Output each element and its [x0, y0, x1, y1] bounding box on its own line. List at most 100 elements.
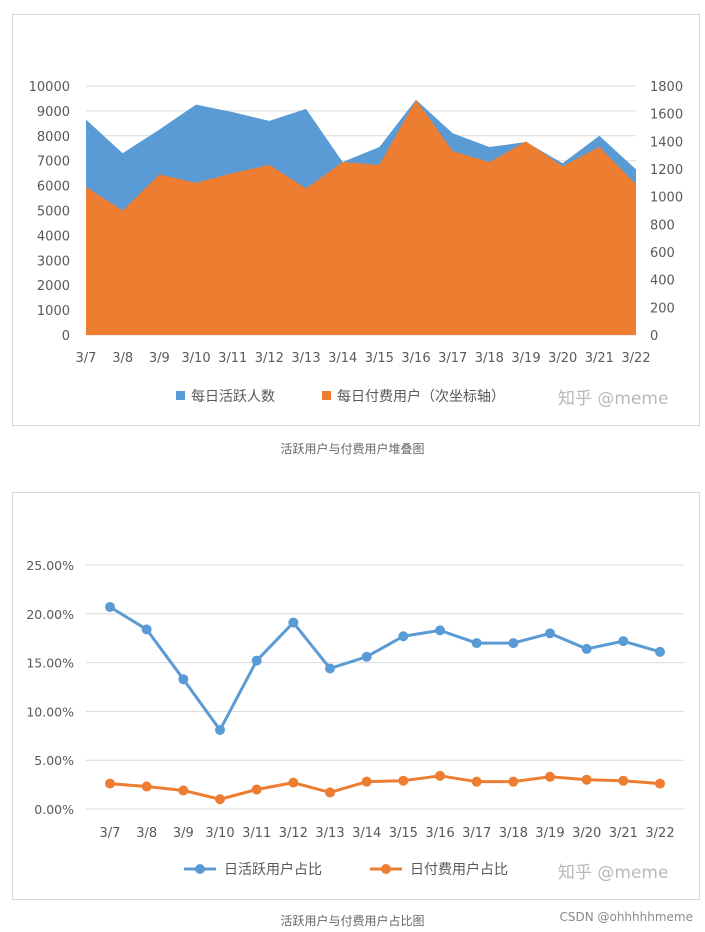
- y2-tick-label: 1200: [650, 163, 683, 178]
- y-tick-label: 5000: [37, 205, 70, 220]
- x-tick-label: 3/17: [462, 826, 491, 841]
- data-point: [508, 638, 519, 649]
- x-tick-label: 3/11: [218, 351, 247, 366]
- stacked-area-chart: 0100020003000400050006000700080009000100…: [29, 80, 683, 409]
- x-tick-label: 3/12: [279, 826, 308, 841]
- x-tick-label: 3/15: [365, 351, 394, 366]
- caption-stacked-chart: 活跃用户与付费用户堆叠图: [280, 442, 425, 456]
- data-point: [361, 651, 372, 662]
- data-point: [581, 774, 592, 785]
- y-tick-label: 9000: [37, 105, 70, 120]
- data-point: [581, 643, 592, 654]
- data-point: [471, 638, 482, 649]
- x-tick-label: 3/21: [609, 826, 638, 841]
- x-tick-label: 3/7: [76, 351, 97, 366]
- legend-label: 日付费用户占比: [410, 861, 508, 878]
- data-point: [141, 624, 152, 635]
- y2-tick-label: 1800: [650, 80, 683, 95]
- x-tick-label: 3/22: [621, 351, 650, 366]
- legend-swatch: [322, 391, 331, 400]
- data-point: [325, 663, 335, 674]
- y2-tick-label: 1600: [650, 108, 683, 123]
- data-point: [251, 784, 262, 795]
- y2-tick-label: 0: [650, 329, 658, 344]
- legend-swatch: [176, 391, 185, 400]
- data-point: [655, 778, 665, 789]
- data-point: [545, 628, 555, 639]
- y-tick-label: 20.00%: [26, 607, 74, 622]
- data-point: [251, 655, 262, 666]
- x-tick-label: 3/7: [100, 826, 121, 841]
- area-series-2: [86, 99, 636, 335]
- x-tick-label: 3/9: [149, 351, 170, 366]
- data-point: [215, 724, 225, 735]
- x-tick-label: 3/11: [242, 826, 271, 841]
- data-point: [178, 674, 189, 685]
- y2-tick-label: 600: [650, 246, 675, 261]
- x-tick-label: 3/16: [425, 826, 454, 841]
- data-point: [105, 601, 115, 612]
- y-tick-label: 5.00%: [34, 753, 74, 768]
- x-tick-label: 3/22: [645, 826, 674, 841]
- data-point: [508, 776, 519, 787]
- x-tick-label: 3/14: [352, 826, 381, 841]
- data-point: [288, 777, 299, 788]
- y-tick-label: 6000: [37, 180, 70, 195]
- data-point: [178, 785, 189, 796]
- data-point: [105, 778, 115, 789]
- y-tick-label: 8000: [37, 130, 70, 145]
- data-point: [618, 775, 629, 786]
- legend-label: 每日活跃人数: [191, 389, 275, 405]
- y-tick-label: 0: [62, 329, 70, 344]
- x-tick-label: 3/17: [438, 351, 467, 366]
- x-tick-label: 3/13: [291, 351, 320, 366]
- y-tick-label: 7000: [37, 155, 70, 170]
- ratio-line-chart: 0.00% 5.00% 10.00% 15.00% 20.00% 25.00% 3/7 3/8…: [26, 558, 684, 883]
- x-tick-label: 3/18: [475, 351, 504, 366]
- data-point: [618, 636, 629, 647]
- line-series-2: [109, 774, 661, 801]
- data-point: [471, 776, 482, 787]
- legend-marker: [195, 864, 205, 874]
- x-tick-label: 3/19: [511, 351, 540, 366]
- data-point: [398, 631, 409, 642]
- site-watermark: CSDN @ohhhhhmeme: [559, 910, 693, 924]
- x-tick-label: 3/18: [499, 826, 528, 841]
- x-tick-label: 3/10: [181, 351, 210, 366]
- x-tick-label: 3/8: [112, 351, 133, 366]
- y-tick-label: 10000: [29, 80, 70, 95]
- data-point: [215, 794, 225, 805]
- watermark-text: 知乎 @meme: [558, 389, 668, 409]
- x-tick-label: 3/20: [548, 351, 577, 366]
- data-point: [288, 617, 299, 628]
- x-tick-label: 3/13: [315, 826, 344, 841]
- watermark-text: 知乎 @meme: [558, 863, 668, 883]
- x-tick-label: 3/20: [572, 826, 601, 841]
- y2-tick-label: 800: [650, 218, 675, 233]
- data-point: [545, 771, 555, 782]
- x-tick-label: 3/16: [401, 351, 430, 366]
- x-tick-label: 3/21: [585, 351, 614, 366]
- x-tick-label: 3/19: [535, 826, 564, 841]
- caption-ratio-chart: 活跃用户与付费用户占比图: [280, 914, 425, 928]
- y-tick-label: 15.00%: [26, 656, 74, 671]
- x-tick-label: 3/10: [205, 826, 234, 841]
- legend-label: 每日付费用户（次坐标轴）: [337, 388, 505, 405]
- y2-tick-label: 1000: [650, 191, 683, 206]
- chart-frame-ratio: [12, 492, 700, 900]
- y-tick-label: 2000: [37, 279, 70, 294]
- x-tick-label: 3/8: [136, 826, 157, 841]
- y2-tick-label: 200: [650, 301, 675, 316]
- data-point: [435, 770, 445, 781]
- y-tick-label: 0.00%: [34, 802, 74, 817]
- data-point: [398, 775, 409, 786]
- data-point: [361, 776, 372, 787]
- data-point: [141, 781, 152, 792]
- data-point: [435, 625, 445, 636]
- y-tick-label: 10.00%: [26, 704, 74, 719]
- x-tick-label: 3/12: [255, 351, 284, 366]
- legend-marker: [381, 864, 391, 874]
- y2-tick-label: 1400: [650, 135, 683, 150]
- legend-label: 日活跃用户占比: [224, 861, 322, 878]
- y-tick-label: 1000: [37, 304, 70, 319]
